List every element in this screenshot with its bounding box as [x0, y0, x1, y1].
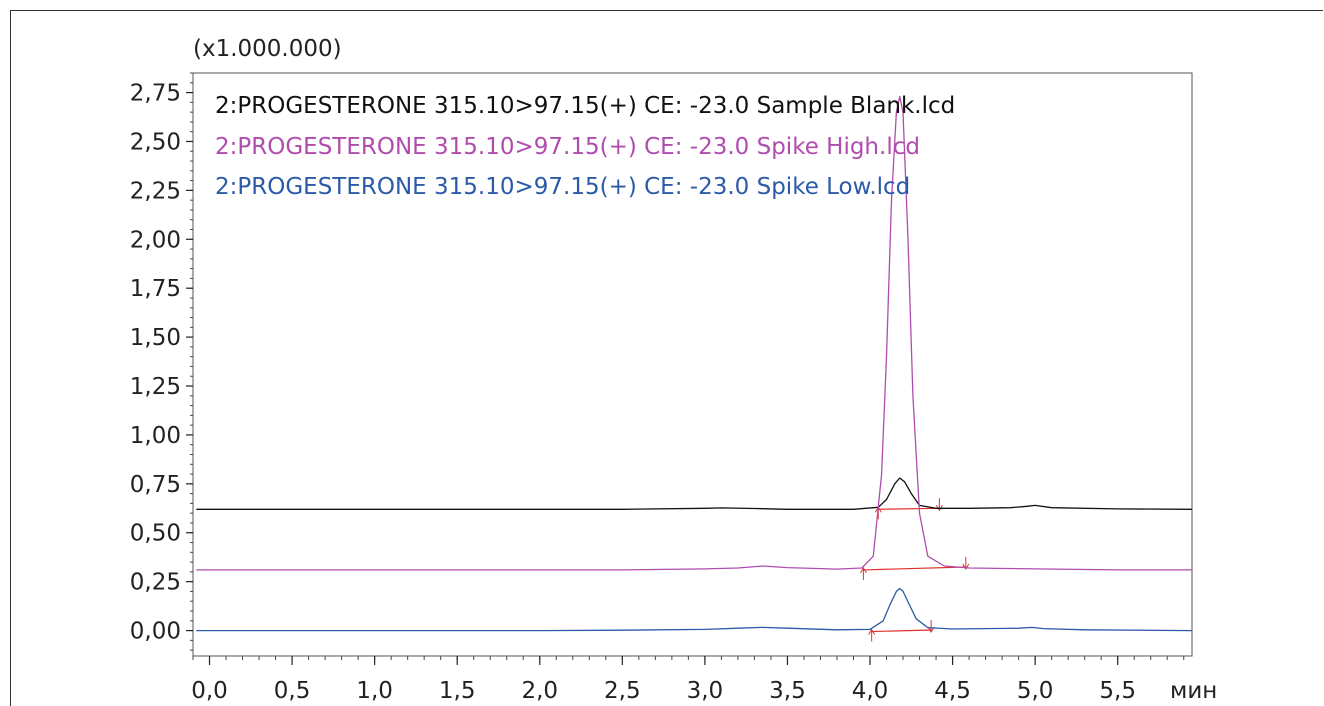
y-tick-label: 2,50: [130, 129, 181, 155]
y-scale-multiplier: (x1.000.000): [193, 36, 342, 62]
peak-end-marker: [962, 556, 970, 570]
series-line: [196, 95, 1192, 571]
y-tick-label: 0,75: [130, 472, 181, 498]
x-tick-label: 0,5: [274, 678, 311, 704]
y-tick-label: 0,25: [130, 570, 181, 596]
integration-baseline: [871, 629, 932, 633]
y-tick-label: 2,00: [130, 227, 181, 253]
peak-start-marker: [859, 566, 867, 580]
chart-frame: [10, 10, 1323, 706]
x-tick-label: 3,5: [769, 678, 806, 704]
legend-entry: 2:PROGESTERONE 315.10>97.15(+) CE: -23.0…: [215, 174, 910, 200]
series-line: [196, 587, 1193, 632]
x-tick-label: 4,5: [934, 678, 971, 704]
x-tick-label: 2,0: [521, 678, 558, 704]
y-tick-label: 2,75: [130, 81, 181, 107]
axes: [192, 72, 1193, 657]
x-tick-label: 1,5: [439, 678, 476, 704]
series-line: [196, 477, 1193, 510]
peak-start-marker: [868, 628, 876, 642]
x-tick-label: 1,0: [356, 678, 393, 704]
x-tick-label: 3,0: [687, 678, 724, 704]
ticks: 0,00 0,25 0,50 0,75 1,00 1,25 1,50 1,75 2,00 2,25…: [130, 72, 1185, 704]
y-tick-label: 1,25: [130, 374, 181, 400]
peak-end-marker: [927, 619, 935, 633]
y-tick-label: 0,00: [130, 619, 181, 645]
y-tick-label: 1,50: [130, 325, 181, 351]
integration-baseline: [863, 566, 966, 571]
x-tick-label: 2,5: [604, 678, 641, 704]
legend-entry: 2:PROGESTERONE 315.10>97.15(+) CE: -23.0…: [215, 93, 955, 119]
y-tick-label: 1,75: [130, 276, 181, 302]
y-tick-label: 1,00: [130, 423, 181, 449]
plot-border: [192, 72, 1193, 657]
legend: 2:PROGESTERONE 315.10>97.15(+) CE: -23.0…: [215, 93, 955, 200]
series-lines: [196, 95, 1193, 632]
y-tick-label: 0,50: [130, 521, 181, 547]
integration-baseline: [878, 507, 940, 510]
x-tick-label: 5,0: [1017, 678, 1054, 704]
x-unit-label: мин: [1170, 678, 1217, 704]
x-tick-label: 0,0: [191, 678, 228, 704]
x-tick-label: 4,0: [852, 678, 889, 704]
legend-entry: 2:PROGESTERONE 315.10>97.15(+) CE: -23.0…: [215, 134, 920, 160]
x-tick-label: 5,5: [1099, 678, 1136, 704]
y-tick-label: 2,25: [130, 178, 181, 204]
